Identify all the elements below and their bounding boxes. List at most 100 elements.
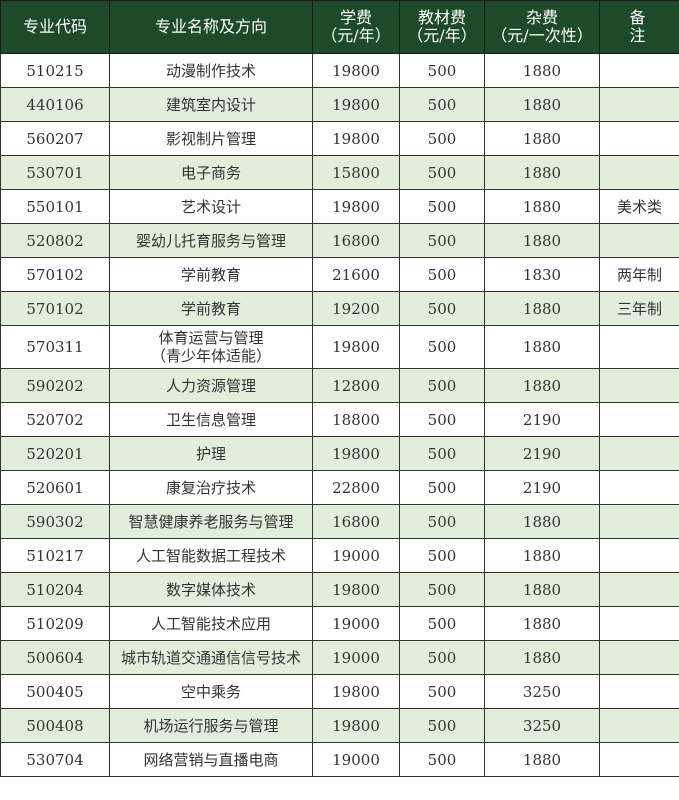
cell-name: 网络营销与直播电商 xyxy=(109,742,313,777)
table-row: 520601 康复治疗技术 22800 500 2190 xyxy=(0,470,679,505)
cell-tuition: 19800 xyxy=(312,325,400,369)
cell-misc: 1880 xyxy=(484,53,600,88)
table-row: 570102 学前教育 19200 500 1880 三年制 xyxy=(0,291,679,326)
cell-name: 婴幼儿托育服务与管理 xyxy=(109,223,313,258)
cell-code: 510217 xyxy=(0,538,110,573)
cell-misc: 1880 xyxy=(484,606,600,641)
table-row: 440106 建筑室内设计 19800 500 1880 xyxy=(0,87,679,122)
cell-tuition: 16800 xyxy=(312,223,400,258)
table-row: 590202 人力资源管理 12800 500 1880 xyxy=(0,368,679,403)
cell-tuition: 19800 xyxy=(312,121,400,156)
cell-name: 卫生信息管理 xyxy=(109,402,313,437)
cell-name: 人工智能技术应用 xyxy=(109,606,313,641)
cell-books: 500 xyxy=(399,504,485,539)
cell-name: 康复治疗技术 xyxy=(109,470,313,505)
table-row: 500408 机场运行服务与管理 19800 500 3250 xyxy=(0,708,679,743)
cell-misc: 2190 xyxy=(484,402,600,437)
cell-books: 500 xyxy=(399,674,485,709)
cell-name-line: 动漫制作技术 xyxy=(165,61,256,80)
cell-name: 空中乘务 xyxy=(109,674,313,709)
header-row: 专业代码 专业名称及方向 学费 （元/年） 教材费 （元/年） 杂费 （元/一次性） … xyxy=(0,0,679,54)
cell-note xyxy=(599,155,679,190)
cell-code: 530704 xyxy=(0,742,110,777)
cell-misc: 3250 xyxy=(484,674,600,709)
cell-note xyxy=(599,470,679,505)
table-row: 530704 网络营销与直播电商 19000 500 1880 xyxy=(0,742,679,777)
cell-misc: 1880 xyxy=(484,223,600,258)
cell-name-line: 人工智能数据工程技术 xyxy=(135,546,286,565)
cell-name-line: 人工智能技术应用 xyxy=(150,614,271,633)
cell-name: 机场运行服务与管理 xyxy=(109,708,313,743)
cell-code: 570102 xyxy=(0,257,110,292)
cell-books: 500 xyxy=(399,742,485,777)
cell-books: 500 xyxy=(399,121,485,156)
cell-name-line: 电子商务 xyxy=(180,163,241,182)
cell-code: 520201 xyxy=(0,436,110,471)
cell-books: 500 xyxy=(399,470,485,505)
cell-name-line: 学前教育 xyxy=(180,299,241,318)
cell-misc: 2190 xyxy=(484,470,600,505)
cell-note xyxy=(599,606,679,641)
cell-name-line: 卫生信息管理 xyxy=(165,410,256,429)
cell-name-line: 建筑室内设计 xyxy=(165,95,256,114)
cell-tuition: 22800 xyxy=(312,470,400,505)
cell-tuition: 19800 xyxy=(312,674,400,709)
cell-misc: 1880 xyxy=(484,368,600,403)
cell-misc: 1830 xyxy=(484,257,600,292)
header-name: 专业名称及方向 xyxy=(109,0,313,54)
cell-code: 500405 xyxy=(0,674,110,709)
cell-name: 人工智能数据工程技术 xyxy=(109,538,313,573)
fee-table: 专业代码 专业名称及方向 学费 （元/年） 教材费 （元/年） 杂费 （元/一次性） … xyxy=(0,0,679,777)
cell-misc: 2190 xyxy=(484,436,600,471)
cell-name: 建筑室内设计 xyxy=(109,87,313,122)
cell-name-line: 婴幼儿托育服务与管理 xyxy=(135,231,286,250)
cell-books: 500 xyxy=(399,640,485,675)
cell-tuition: 19000 xyxy=(312,742,400,777)
header-tuition-line2: （元/年） xyxy=(321,26,391,45)
cell-name-line: 智慧健康养老服务与管理 xyxy=(128,512,294,531)
cell-code: 520802 xyxy=(0,223,110,258)
cell-code: 500604 xyxy=(0,640,110,675)
cell-name: 动漫制作技术 xyxy=(109,53,313,88)
table-row: 570311 体育运营与管理 （青少年体适能） 19800 500 1880 xyxy=(0,325,679,369)
cell-note xyxy=(599,742,679,777)
cell-tuition: 19000 xyxy=(312,640,400,675)
cell-note xyxy=(599,640,679,675)
cell-note xyxy=(599,572,679,607)
cell-books: 500 xyxy=(399,572,485,607)
cell-note xyxy=(599,402,679,437)
cell-misc: 1880 xyxy=(484,87,600,122)
header-tuition-line1: 学费 xyxy=(339,8,372,27)
cell-misc: 1880 xyxy=(484,155,600,190)
cell-name: 护理 xyxy=(109,436,313,471)
cell-misc: 1880 xyxy=(484,121,600,156)
cell-name-line: 影视制片管理 xyxy=(165,129,256,148)
cell-note xyxy=(599,504,679,539)
header-books-line2: （元/年） xyxy=(407,26,477,45)
table-row: 530701 电子商务 15800 500 1880 xyxy=(0,155,679,190)
cell-code: 560207 xyxy=(0,121,110,156)
cell-tuition: 19000 xyxy=(312,538,400,573)
cell-misc: 1880 xyxy=(484,572,600,607)
cell-name: 体育运营与管理 （青少年体适能） xyxy=(109,325,313,369)
cell-name: 人力资源管理 xyxy=(109,368,313,403)
cell-note: 三年制 xyxy=(599,291,679,326)
header-books-line1: 教材费 xyxy=(417,8,466,27)
table-row: 500405 空中乘务 19800 500 3250 xyxy=(0,674,679,709)
cell-name-line: 数字媒体技术 xyxy=(165,580,256,599)
cell-misc: 1880 xyxy=(484,291,600,326)
cell-code: 520702 xyxy=(0,402,110,437)
cell-code: 590202 xyxy=(0,368,110,403)
cell-misc: 1880 xyxy=(484,640,600,675)
cell-name-line: 护理 xyxy=(195,444,226,463)
cell-books: 500 xyxy=(399,436,485,471)
cell-code: 510209 xyxy=(0,606,110,641)
cell-books: 500 xyxy=(399,291,485,326)
cell-name: 艺术设计 xyxy=(109,189,313,224)
header-books: 教材费 （元/年） xyxy=(399,0,485,54)
cell-books: 500 xyxy=(399,87,485,122)
cell-note xyxy=(599,538,679,573)
cell-name: 智慧健康养老服务与管理 xyxy=(109,504,313,539)
cell-name: 影视制片管理 xyxy=(109,121,313,156)
cell-name: 学前教育 xyxy=(109,257,313,292)
